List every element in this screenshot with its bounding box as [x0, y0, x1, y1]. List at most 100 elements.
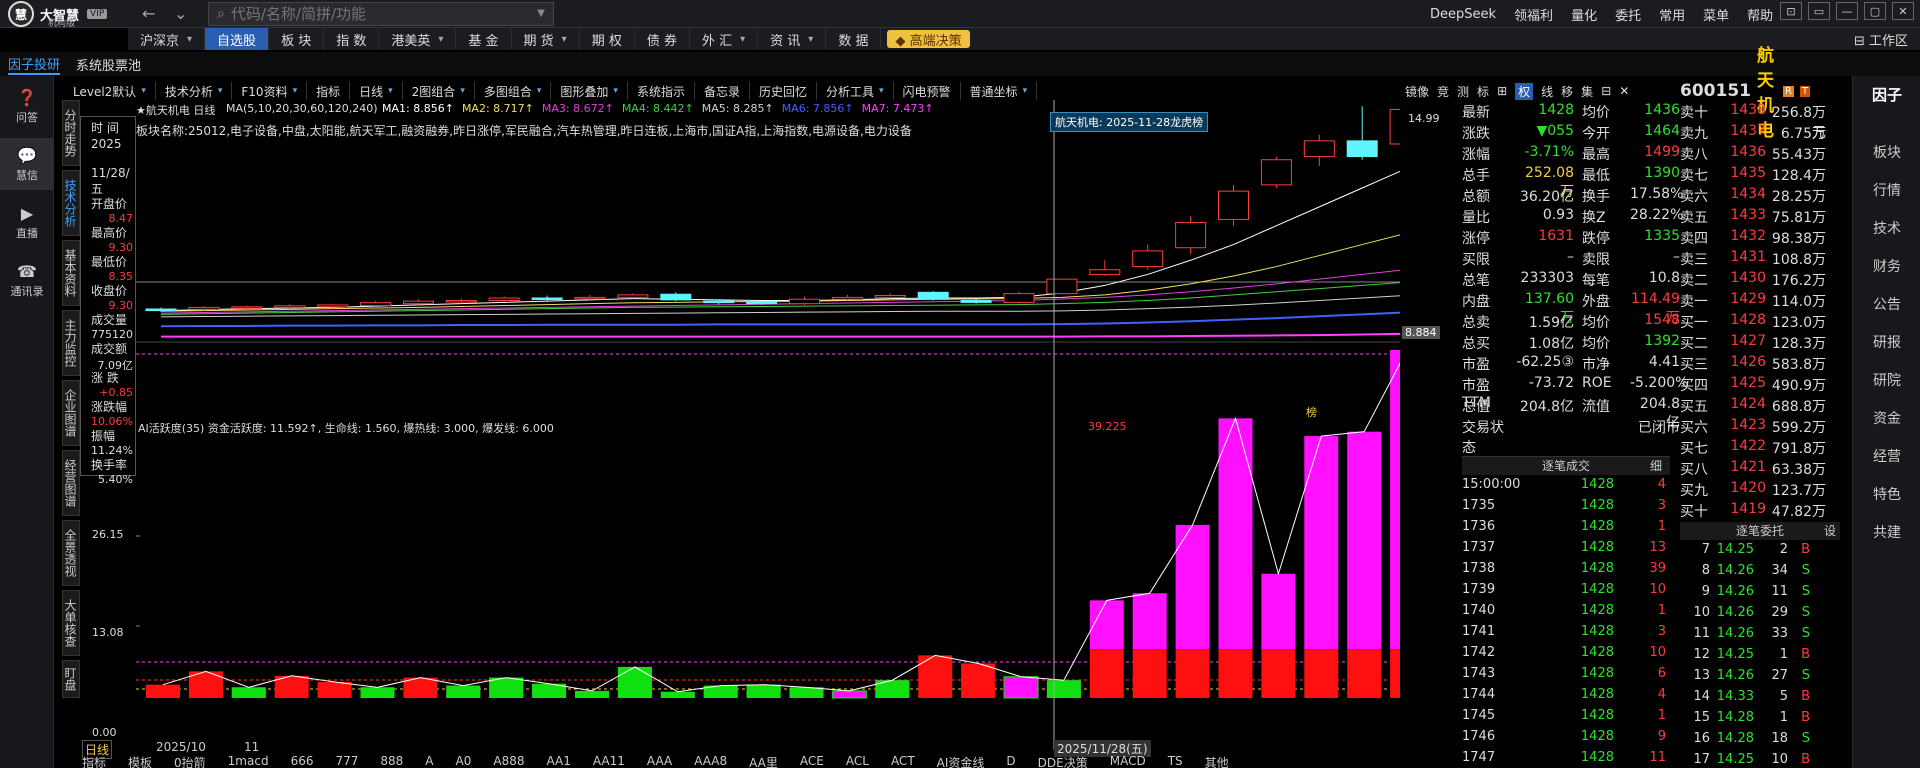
orderbook-row[interactable]: 卖七 1435 128.4万 — [1680, 165, 1830, 186]
app-logo[interactable]: 慧 大智慧 VIP 机构版 — [0, 0, 128, 29]
orderbook-row[interactable]: 买八 1421 63.38万 — [1680, 459, 1830, 480]
indicator-tab-22[interactable]: TS — [1167, 754, 1183, 768]
top-menu-item-0[interactable]: DeepSeek — [1430, 6, 1497, 22]
right-nav-3[interactable]: 技术 — [1873, 221, 1901, 237]
top-menu-item-3[interactable]: 委托 — [1615, 8, 1642, 24]
kline-svg[interactable] — [136, 100, 1400, 750]
tab-factor-research[interactable]: 因子投研 — [8, 54, 61, 75]
indicator-tab-14[interactable]: AA里 — [749, 756, 778, 768]
market-tab-3[interactable]: 指 数 — [324, 28, 380, 50]
left-nav-1[interactable]: 💬 慧信 — [0, 138, 54, 190]
vip-decision-button[interactable]: ◆ 高端决策 — [887, 30, 970, 49]
orderbook-row[interactable]: 买三 1426 583.8万 — [1680, 354, 1830, 375]
chart-tool-4[interactable]: 日线 — [350, 82, 403, 100]
indicator-tab-11[interactable]: AA11 — [592, 754, 625, 768]
chart-tool2-7[interactable]: 移 — [1561, 84, 1574, 99]
left-nav-2[interactable]: ▶ 直播 — [0, 196, 54, 248]
orderbook-row[interactable]: 买四 1425 490.9万 — [1680, 375, 1830, 396]
vertical-tab-7[interactable]: 大单核查 — [62, 590, 80, 656]
chart-tool-0[interactable]: Level2默认 — [64, 82, 156, 100]
indicator-tab-21[interactable]: MACD — [1109, 754, 1146, 768]
chart-tool-9[interactable]: 备忘录 — [695, 82, 750, 100]
market-tab-6[interactable]: 期 货 — [512, 28, 580, 50]
indicator-tab-8[interactable]: A0 — [455, 754, 472, 768]
orderbook-row[interactable]: 卖九 1437 6.75万 — [1680, 123, 1830, 144]
market-tab-7[interactable]: 期 权 — [580, 28, 635, 50]
vertical-tab-0[interactable]: 分时走势 — [62, 100, 80, 166]
right-nav-1[interactable]: 板块 — [1873, 145, 1901, 161]
dropdown-arrow-icon[interactable]: ⌄ — [174, 4, 188, 23]
chart-tool2-1[interactable]: 竞 — [1437, 84, 1450, 99]
market-tab-0[interactable]: 沪深京 — [128, 28, 206, 50]
tick-detail-button[interactable]: 细 — [1649, 459, 1662, 473]
orderbook-row[interactable]: 买十 1419 47.82万 — [1680, 501, 1830, 522]
indicator-tab-3[interactable]: 1macd — [227, 754, 269, 768]
top-menu-item-6[interactable]: 帮助 — [1747, 8, 1774, 24]
kline-chart[interactable]: ★航天机电 日线 MA(5,10,20,30,60,120,240) MA1: … — [92, 100, 1440, 750]
vertical-tab-8[interactable]: 盯盘 — [62, 660, 80, 698]
right-nav-0[interactable]: 因子 — [1871, 86, 1902, 104]
indicator-tab-17[interactable]: ACT — [890, 754, 915, 768]
indicator-tab-12[interactable]: AAA — [646, 754, 673, 768]
chart-tool2-2[interactable]: 测 — [1457, 84, 1470, 99]
search-input[interactable] — [230, 5, 521, 23]
indicator-tab-13[interactable]: AAA8 — [694, 754, 728, 768]
right-nav-6[interactable]: 研报 — [1873, 335, 1901, 351]
chart-tool-10[interactable]: 历史回忆 — [750, 82, 817, 100]
back-arrow-icon[interactable]: ← — [142, 4, 156, 23]
orderbook-row[interactable]: 买七 1422 791.8万 — [1680, 438, 1830, 459]
right-nav-2[interactable]: 行情 — [1873, 183, 1901, 199]
top-menu-item-5[interactable]: 菜单 — [1703, 8, 1730, 24]
left-nav-0[interactable]: ❓ 问答 — [0, 80, 54, 132]
chart-tool2-9[interactable]: ⊟ — [1601, 84, 1612, 98]
indicator-tab-9[interactable]: A888 — [493, 754, 525, 768]
vertical-tab-3[interactable]: 主力监控 — [62, 310, 80, 376]
right-nav-10[interactable]: 特色 — [1873, 487, 1901, 503]
right-nav-7[interactable]: 研院 — [1873, 373, 1901, 389]
chart-tool-2[interactable]: F10资料 — [232, 82, 308, 100]
indicator-tab-5[interactable]: 777 — [335, 754, 359, 768]
chart-tool2-8[interactable]: 集 — [1581, 84, 1594, 99]
orderbook-row[interactable]: 卖八 1436 55.43万 — [1680, 144, 1830, 165]
chart-tool-3[interactable]: 指标 — [307, 82, 351, 100]
window-control-4[interactable]: ✕ — [1892, 2, 1914, 20]
chart-tool-13[interactable]: 普通坐标 — [961, 82, 1038, 100]
orderbook-row[interactable]: 买一 1428 123.0万 — [1680, 312, 1830, 333]
chart-tool-12[interactable]: 闪电预警 — [894, 82, 961, 100]
right-nav-5[interactable]: 公告 — [1873, 297, 1901, 313]
orderbook-row[interactable]: 卖四 1432 98.38万 — [1680, 228, 1830, 249]
orderbook-row[interactable]: 卖三 1431 108.8万 — [1680, 249, 1830, 270]
chart-tool-1[interactable]: 技术分析 — [156, 82, 233, 100]
indicator-tab-0[interactable]: 指标 — [82, 756, 107, 768]
orderbook-row[interactable]: 卖二 1430 176.2万 — [1680, 270, 1830, 291]
vertical-tab-1[interactable]: 技术分析 — [62, 170, 80, 236]
chart-tool-6[interactable]: 多图组合 — [475, 82, 552, 100]
market-tab-1[interactable]: 自选股 — [205, 28, 270, 50]
top-menu-item-1[interactable]: 领福利 — [1514, 8, 1554, 24]
period-label[interactable]: 日线 — [82, 740, 113, 759]
orderbook-row[interactable]: 卖一 1429 114.0万 — [1680, 291, 1830, 312]
indicator-tab-18[interactable]: AI资金线 — [936, 756, 985, 768]
market-tab-11[interactable]: 数 据 — [826, 28, 882, 50]
window-control-1[interactable]: ▭ — [1808, 2, 1830, 20]
right-nav-9[interactable]: 经营 — [1873, 449, 1901, 465]
indicator-tab-10[interactable]: AA1 — [546, 754, 571, 768]
indicator-tab-16[interactable]: ACL — [845, 754, 869, 768]
chart-tool2-5[interactable]: 权 — [1515, 82, 1534, 100]
indicator-tab-15[interactable]: ACE — [799, 754, 824, 768]
chart-tool-11[interactable]: 分析工具 — [817, 82, 894, 100]
top-menu-item-2[interactable]: 量化 — [1571, 8, 1598, 24]
market-tab-5[interactable]: 基 金 — [456, 28, 512, 50]
market-tab-9[interactable]: 外 汇 — [690, 28, 759, 50]
chart-tool2-3[interactable]: 标 — [1477, 84, 1490, 99]
orderbook-row[interactable]: 买六 1423 599.2万 — [1680, 417, 1830, 438]
indicator-tab-7[interactable]: A — [425, 754, 434, 768]
window-control-3[interactable]: ▢ — [1864, 2, 1886, 20]
chart-tool2-10[interactable]: ✕ — [1619, 84, 1630, 98]
chart-tool2-6[interactable]: 线 — [1541, 84, 1554, 99]
chart-tool2-4[interactable]: ⊞ — [1497, 84, 1508, 98]
market-tab-4[interactable]: 港美英 — [379, 28, 457, 50]
indicator-tab-1[interactable]: 模板 — [128, 756, 153, 768]
market-tab-8[interactable]: 债 券 — [635, 28, 690, 50]
search-box[interactable]: ⌕ ▼ — [208, 2, 554, 26]
